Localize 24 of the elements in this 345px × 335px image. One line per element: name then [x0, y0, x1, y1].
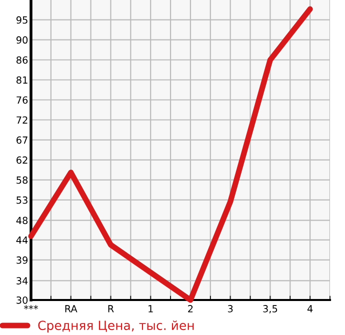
- x-tick-label: 3,5: [263, 305, 278, 314]
- y-tick-label: 48: [16, 216, 28, 224]
- x-tick-label: 4: [307, 305, 313, 312]
- x-tick-label: 2: [188, 305, 193, 312]
- x-tick-label: R: [108, 305, 114, 312]
- y-tick-label: 34: [16, 277, 28, 284]
- y-tick-label: 90: [16, 36, 28, 44]
- x-tick-label: 1: [148, 305, 153, 312]
- y-tick-label: 81: [16, 76, 28, 84]
- x-tick-label: RA: [65, 305, 78, 312]
- x-tick-label: 3: [228, 305, 233, 312]
- y-tick-label: 53: [16, 196, 28, 204]
- y-tick-label: 76: [16, 96, 28, 104]
- y-tick-label: 67: [16, 136, 28, 144]
- y-tick-label: 86: [16, 56, 28, 64]
- y-tick-label: 30: [16, 296, 28, 304]
- y-tick-label: 95: [16, 16, 28, 24]
- y-tick-label: 58: [16, 176, 28, 184]
- legend-label: Средняя Цена, тыс. йен: [38, 320, 194, 332]
- y-tick-label: 62: [16, 156, 28, 164]
- y-tick-label: 39: [16, 256, 28, 264]
- y-tick-label: 44: [16, 236, 28, 244]
- y-tick-label: 72: [16, 116, 28, 124]
- x-tick-label: ***: [24, 305, 38, 310]
